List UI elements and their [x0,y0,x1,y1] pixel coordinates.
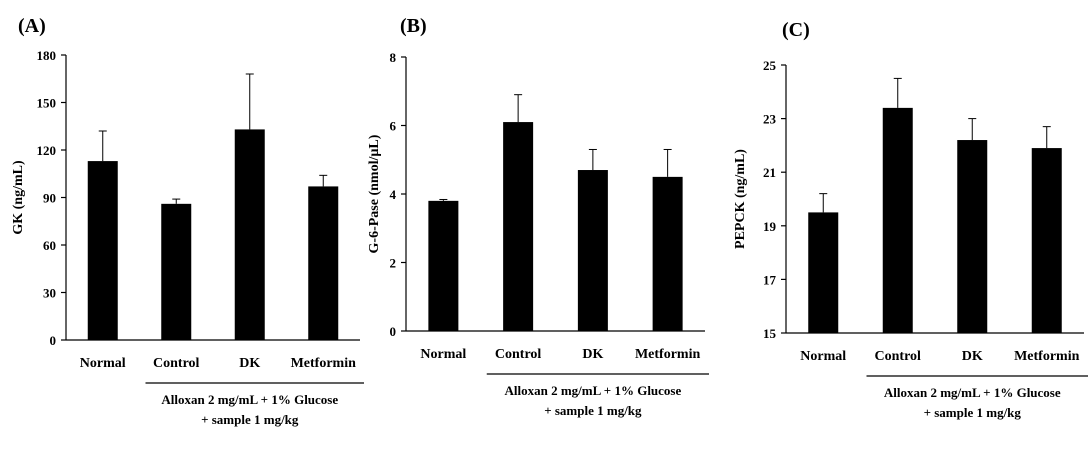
panel-a-tick-label: 120 [37,143,57,158]
panel-b-bar-metformin [652,176,683,331]
panel-b-category-label: Metformin [635,347,701,362]
panel-b-category-label: DK [582,347,603,362]
panel-b-group-note: Alloxan 2 mg/mL + 1% Glucose [504,383,681,398]
panel-c-tick-label: 23 [763,112,777,127]
panel-c-label: (C) [782,19,810,41]
panel-a-tick-label: 30 [43,286,56,301]
panel-a-bar-control [161,203,192,340]
panel-b-bar-control [503,122,534,331]
panel-c-group-note: + sample 1 mg/kg [924,405,1022,420]
panel-c-y-axis-label: PEPCK (ng/mL) [733,149,748,249]
panel-a-category-label: Control [153,356,200,371]
panel-a-category-label: Metformin [291,356,357,371]
panel-b-tick-label: 4 [390,187,397,202]
panel-a-tick-label: 0 [50,333,57,348]
panel-c-tick-label: 25 [763,58,777,73]
panel-b-group-note: + sample 1 mg/kg [544,403,642,418]
panel-b-tick-label: 6 [390,119,397,134]
panel-c-tick-label: 19 [763,219,777,234]
panel-a-tick-label: 150 [37,96,57,111]
panel-a-bar-dk [234,129,265,340]
panel-a-tick-label: 90 [43,191,56,206]
panel-c-bar-normal [808,212,839,333]
panel-a-group-note: + sample 1 mg/kg [201,412,299,427]
panel-b-tick-label: 0 [390,324,397,339]
panel-a-group-note: Alloxan 2 mg/mL + 1% Glucose [161,392,338,407]
panel-c-category-label: DK [962,349,983,364]
panel-b-category-label: Control [495,347,542,362]
panel-c-tick-label: 15 [763,326,777,341]
panel-c-category-label: Normal [800,349,846,364]
panel-c-category-label: Metformin [1014,349,1080,364]
panel-a-category-label: Normal [80,356,126,371]
panel-a-tick-label: 60 [43,238,56,253]
panel-b-bar-dk [577,170,608,331]
panel-a-y-axis-label: GK (ng/mL) [11,160,26,235]
panel-b-label: (B) [400,15,427,37]
panel-b-tick-label: 8 [390,50,397,65]
panel-a-bar-metformin [308,186,339,340]
panel-a-label: (A) [18,15,46,37]
panel-a-bar-normal [87,161,118,340]
panel-a-tick-label: 180 [37,48,57,63]
panel-c-tick-label: 17 [763,272,777,287]
panel-c-category-label: Control [875,349,922,364]
panel-c-bar-metformin [1031,148,1062,333]
panel-a-category-label: DK [239,356,260,371]
panel-c-bar-control [882,107,913,333]
panel-c-tick-label: 21 [763,165,776,180]
panel-b-bar-normal [428,200,459,331]
panel-b-tick-label: 2 [390,256,397,271]
panel-b-y-axis-label: G-6-Pase (nmol/µL) [367,134,382,253]
panel-b-category-label: Normal [420,347,466,362]
panel-c-bar-dk [957,140,988,333]
panel-c-group-note: Alloxan 2 mg/mL + 1% Glucose [884,385,1061,400]
